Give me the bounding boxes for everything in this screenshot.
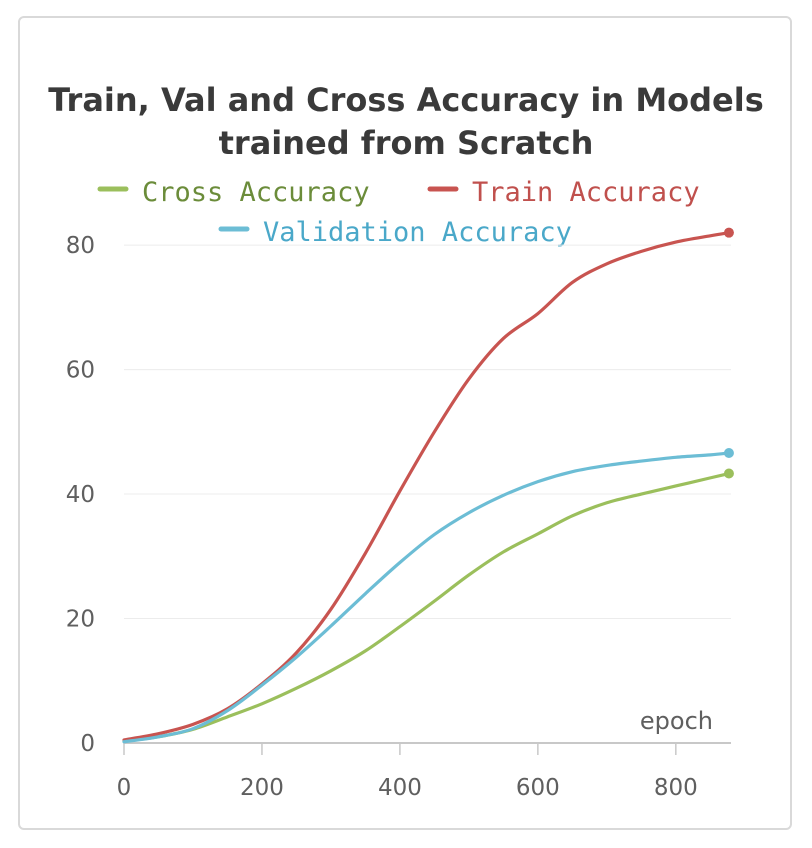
series-endpoint-validation-accuracy: [723, 447, 734, 458]
legend-label-cross-accuracy: Cross Accuracy: [142, 177, 370, 208]
x-tick-label-400: 400: [378, 775, 422, 801]
chart-title-line-2: trained from Scratch: [219, 124, 594, 162]
x-tick-label-800: 800: [654, 775, 698, 801]
chart-card: [18, 16, 792, 830]
chart-title-line-1: Train, Val and Cross Accuracy in Models: [48, 81, 764, 119]
series-endpoint-train-accuracy: [723, 227, 734, 238]
x-tick-label-200: 200: [240, 775, 284, 801]
y-tick-label-40: 40: [66, 482, 95, 508]
series-line-validation-accuracy: [122, 451, 731, 744]
grid: [124, 244, 731, 744]
x-tick-label-600: 600: [516, 775, 560, 801]
x-axis-label: epoch: [640, 707, 713, 735]
legend-label-train-accuracy: Train Accuracy: [472, 177, 700, 208]
x-tick-label-0: 0: [117, 775, 132, 801]
y-tick-label-0: 0: [80, 731, 95, 757]
y-tick-label-80: 80: [66, 233, 95, 259]
y-tick-label-20: 20: [66, 607, 95, 633]
series-endpoint-cross-accuracy: [723, 468, 734, 479]
series-lines: [122, 227, 734, 744]
y-axis-ticks: 0 20 40 60 80: [66, 233, 95, 757]
x-axis-ticks: 0 200 400 600 800: [117, 743, 698, 801]
series-line-train-accuracy: [122, 231, 731, 742]
series-line-cross-accuracy: [122, 471, 731, 743]
legend: Cross Accuracy Train Accuracy Validation…: [97, 177, 700, 248]
legend-label-validation-accuracy: Validation Accuracy: [263, 217, 572, 248]
y-tick-label-60: 60: [66, 358, 95, 384]
